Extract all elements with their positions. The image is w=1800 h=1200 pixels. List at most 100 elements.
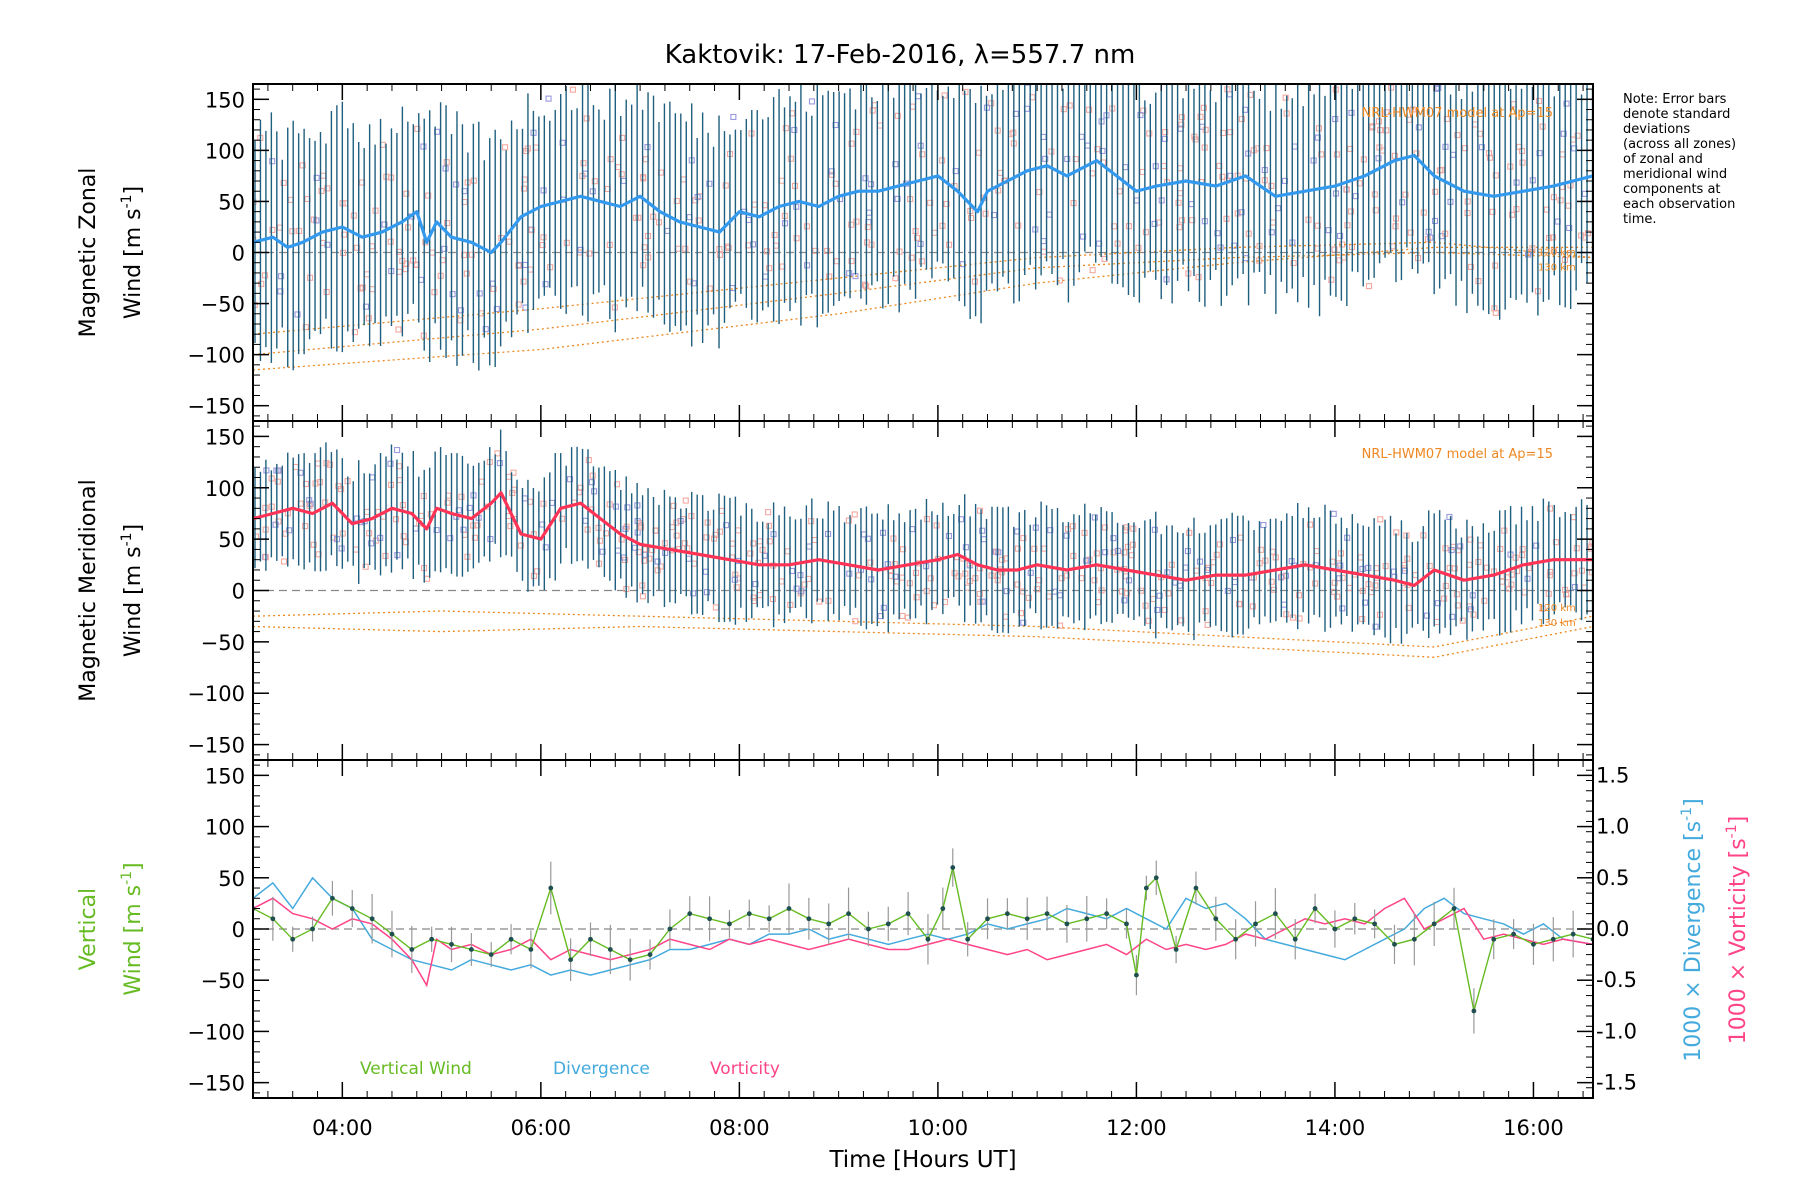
zone-point	[1151, 526, 1158, 533]
zone-point	[425, 192, 432, 199]
zone-point	[729, 540, 736, 547]
zone-point	[496, 460, 503, 467]
zone-point	[1336, 232, 1344, 239]
vertical-wind-point	[1372, 921, 1378, 927]
zone-point	[1359, 615, 1366, 623]
zone-point	[534, 568, 541, 575]
vertical-wind-point	[1173, 947, 1179, 952]
zone-point	[585, 457, 592, 464]
vertical-wind-point	[588, 936, 593, 942]
vertical-wind-point	[667, 926, 673, 932]
zone-point	[756, 538, 763, 545]
zone-point	[338, 486, 345, 493]
y-label-line2: Wind [m s-1]	[119, 524, 146, 657]
zone-point	[1339, 574, 1346, 581]
altitude-label: 130 km	[1538, 263, 1576, 274]
zone-point	[1435, 84, 1442, 91]
zone-point	[1110, 549, 1117, 556]
model-curve	[253, 610, 1593, 648]
panel-vertical: Vertical Wind Divergence Vorticity -1.5 -1.0…	[76, 759, 1751, 1173]
zone-point	[395, 326, 402, 333]
vertical-wind-point	[548, 885, 554, 891]
zone-point	[933, 522, 940, 529]
zone-point	[723, 522, 730, 529]
vertical-wind-point	[349, 906, 355, 911]
zone-point	[1281, 601, 1288, 608]
y-tick-label: −100	[187, 1020, 245, 1044]
zone-point	[1099, 147, 1106, 155]
zone-point	[964, 584, 971, 591]
zone-point	[1552, 539, 1560, 546]
error-bar-note: Note: Error bars denote standard deviati…	[1623, 92, 1793, 227]
zone-point	[1348, 109, 1355, 116]
zone-point	[542, 281, 549, 288]
zone-point	[877, 122, 884, 129]
y-tick-label: 100	[205, 477, 245, 501]
zone-point	[735, 527, 742, 534]
vertical-wind-point	[1104, 911, 1110, 917]
vertical-wind-point	[449, 941, 454, 947]
zone-point	[867, 559, 874, 566]
zone-point	[749, 241, 757, 248]
zone-point	[278, 273, 285, 280]
zone-point	[852, 618, 859, 625]
zone-point	[289, 228, 296, 235]
zone-point	[307, 500, 314, 507]
zone-point	[1423, 612, 1430, 619]
zone-point	[1536, 150, 1543, 157]
zone-point	[324, 241, 331, 248]
zone-point	[1464, 198, 1471, 205]
zone-point	[1375, 155, 1382, 162]
zone-point	[507, 523, 514, 530]
zone-point	[599, 548, 606, 555]
zone-point	[1314, 134, 1321, 141]
zone-point	[1359, 565, 1366, 572]
zone-point	[1331, 588, 1338, 595]
zone-point	[444, 220, 451, 227]
zone-point	[1268, 578, 1275, 585]
zone-point	[1405, 604, 1412, 612]
zone-point	[1063, 532, 1070, 539]
zone-point	[1129, 541, 1137, 548]
zone-point	[848, 257, 855, 265]
zone-point	[716, 251, 723, 258]
zone-point	[1192, 136, 1199, 143]
zone-point	[1208, 579, 1215, 587]
zone-point	[1020, 619, 1027, 626]
zone-point	[418, 512, 425, 519]
zone-point	[951, 570, 958, 577]
zone-point	[1314, 222, 1321, 229]
zone-point	[441, 245, 448, 252]
zone-point	[1003, 588, 1010, 595]
zone-point	[624, 504, 631, 511]
zone-point	[1313, 548, 1320, 555]
y-tick-label: 0	[232, 918, 245, 942]
zone-point	[703, 589, 711, 596]
zone-point	[1467, 263, 1475, 270]
y2-tick-label: 0.0	[1596, 917, 1629, 941]
label-end: ]	[121, 524, 146, 533]
zone-point	[515, 301, 522, 308]
vertical-wind-point	[310, 926, 315, 932]
vertical-wind-point	[1511, 931, 1516, 937]
zone-point	[968, 214, 975, 222]
y-label-line1: Magnetic Zonal	[76, 168, 101, 338]
note-line: time.	[1623, 212, 1657, 227]
zone-point	[913, 234, 921, 241]
zone-point	[1014, 545, 1022, 552]
zone-point	[262, 272, 269, 279]
zone-point	[733, 584, 740, 591]
zone-point	[1046, 211, 1053, 218]
zone-point	[1034, 586, 1041, 593]
zone-point	[1216, 541, 1223, 548]
zone-point	[387, 238, 394, 245]
zone-point	[864, 224, 871, 231]
zone-point	[424, 575, 431, 582]
zone-point	[722, 182, 729, 189]
zone-point	[793, 235, 800, 242]
zone-point	[274, 478, 281, 485]
zone-point	[1060, 106, 1067, 113]
y-tick-label: 150	[205, 88, 245, 112]
model-label: NRL-HWM07 model at Ap=15	[1362, 447, 1553, 462]
zone-point	[1477, 542, 1484, 549]
